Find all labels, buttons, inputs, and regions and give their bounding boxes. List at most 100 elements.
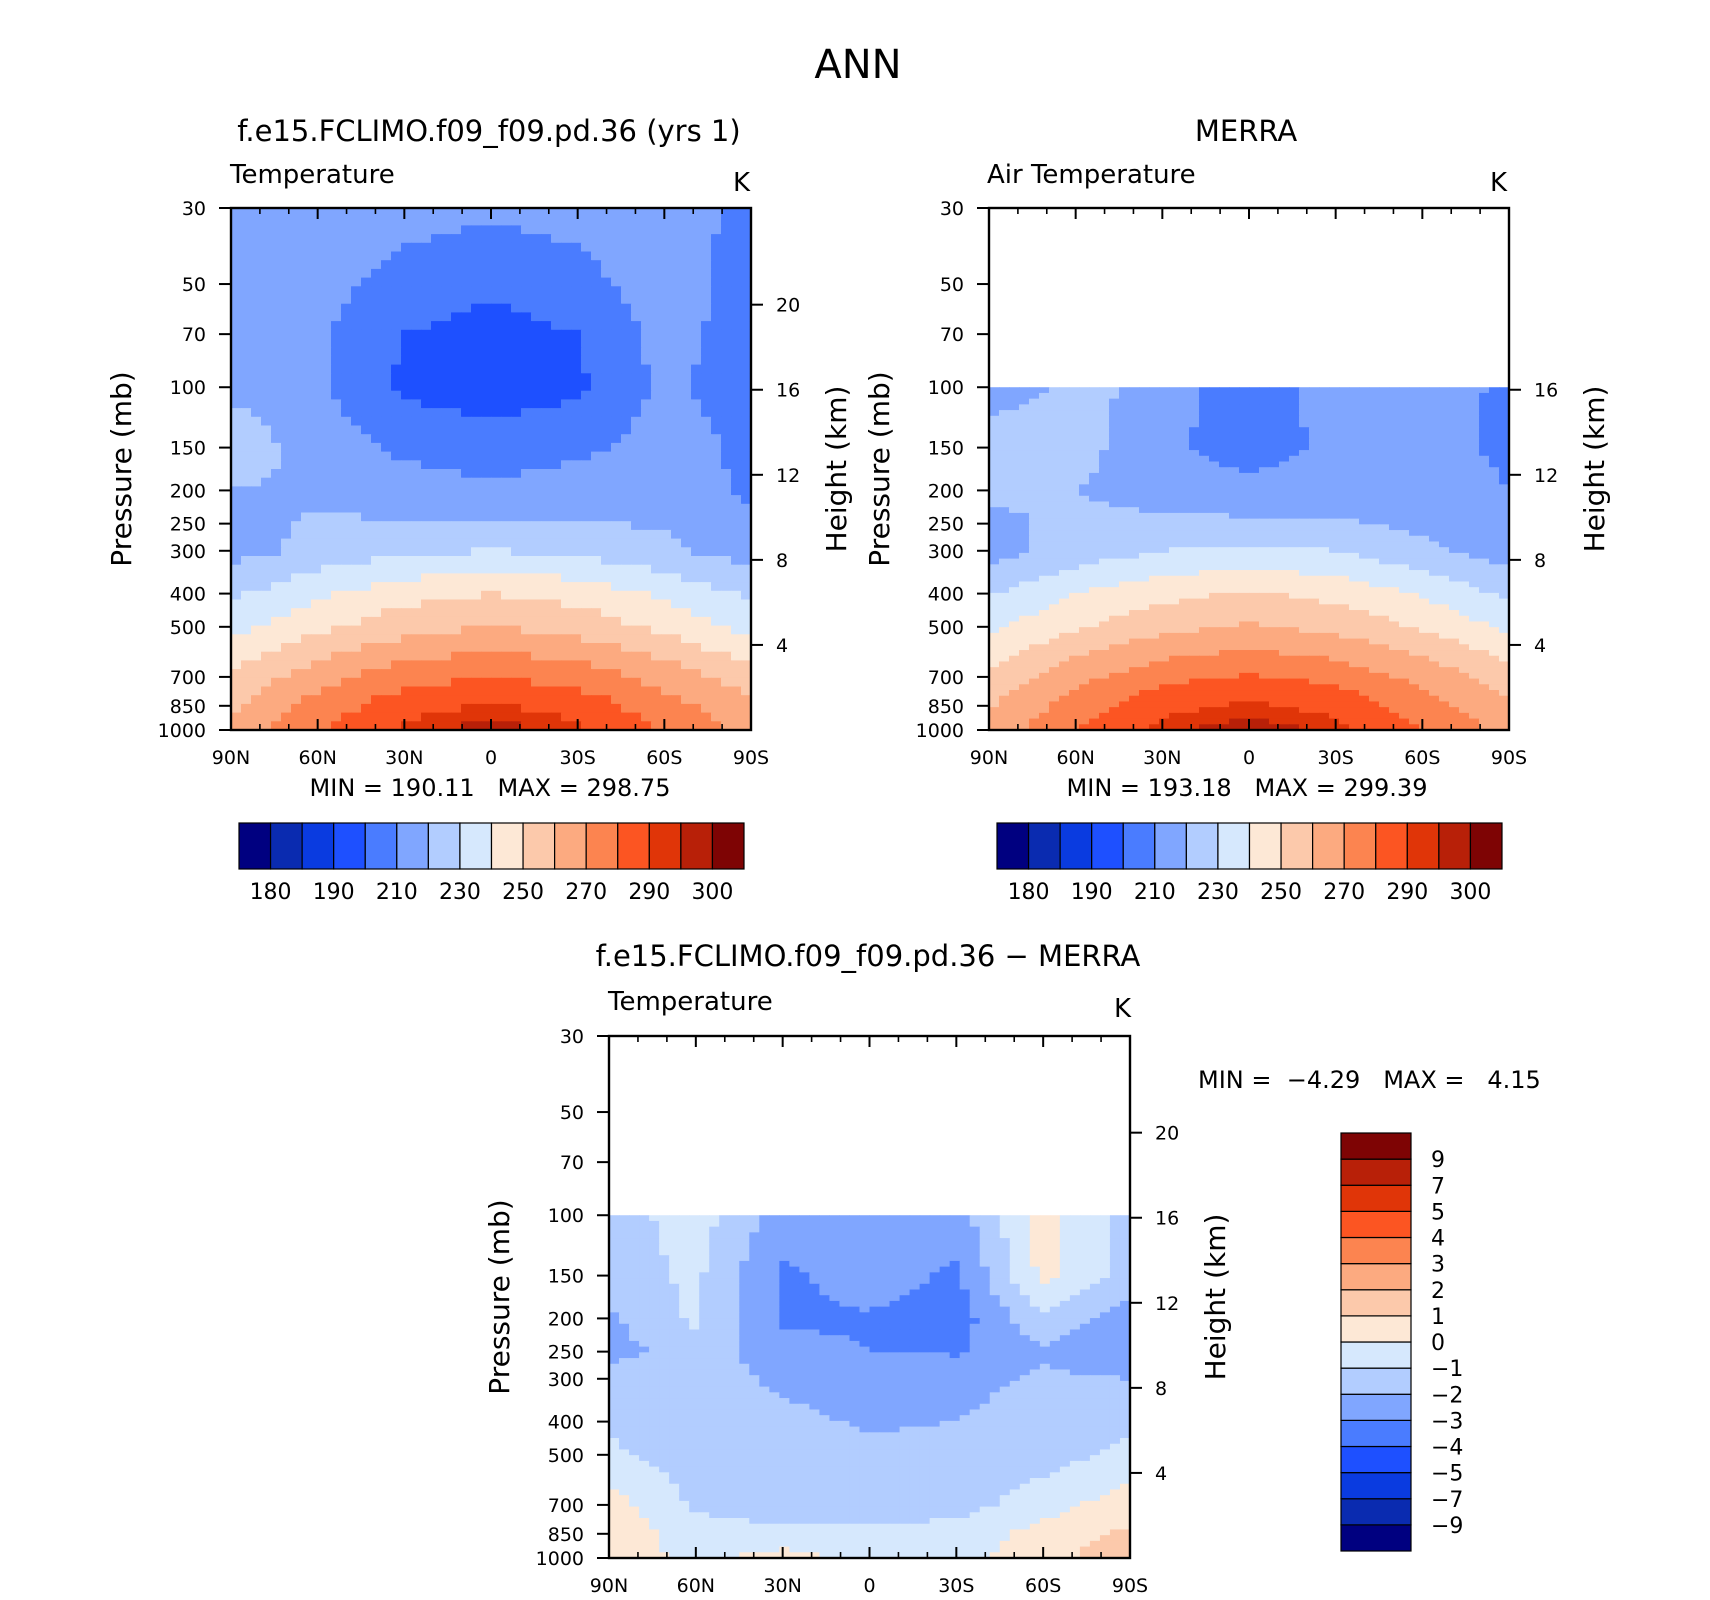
heatmap-cell	[251, 329, 262, 340]
heatmap-cell	[441, 347, 452, 357]
heatmap-cell	[561, 634, 572, 644]
heatmap-cell	[581, 242, 592, 253]
heatmap-cell	[1219, 530, 1230, 537]
heatmap-cell	[1079, 467, 1090, 474]
heatmap-cell	[431, 582, 442, 592]
heatmap-cell	[501, 495, 512, 505]
heatmap-cell	[1199, 512, 1210, 520]
heatmap-cell	[481, 442, 492, 453]
heatmap-cell	[381, 390, 392, 400]
heatmap-cell	[371, 564, 382, 574]
heatmap-cell	[331, 295, 342, 305]
heatmap-cell	[681, 329, 692, 340]
heatmap-cell	[341, 703, 352, 714]
heatmap-cell	[1409, 547, 1420, 554]
heatmap-cell	[1039, 461, 1050, 468]
heatmap-cell	[431, 616, 442, 627]
heatmap-cell	[601, 347, 612, 357]
heatmap-cell	[311, 582, 322, 592]
heatmap-cell	[1339, 535, 1350, 543]
heatmap-cell	[261, 625, 272, 635]
heatmap-cell	[511, 321, 522, 331]
heatmap-cell	[291, 364, 302, 374]
heatmap-cell	[1199, 570, 1210, 577]
heatmap-cell	[231, 382, 242, 392]
panel-merra: MERRA Air Temperature K 90N 60N 30N 0 30S 60S…	[863, 114, 1611, 905]
heatmap-cell	[731, 338, 742, 348]
heatmap-cell	[1029, 387, 1040, 394]
heatmap-cell	[1469, 501, 1480, 508]
heatmap-cell	[241, 460, 252, 470]
heatmap-cell	[1419, 415, 1430, 423]
heatmap-cell	[1219, 524, 1230, 531]
heatmap-cell	[471, 634, 482, 644]
heatmap-cell	[741, 521, 752, 531]
heatmap-cell	[361, 321, 372, 331]
heatmap-cell	[381, 268, 392, 279]
heatmap-cell	[461, 669, 472, 679]
heatmap-cell	[1249, 392, 1260, 400]
heatmap-cell	[1219, 467, 1230, 474]
heatmap-cell	[1189, 421, 1200, 428]
heatmap-cell	[521, 686, 532, 696]
heatmap-cell	[361, 477, 372, 487]
heatmap-cell	[371, 721, 382, 731]
heatmap-cell	[1089, 518, 1100, 525]
heatmap-cell	[631, 686, 642, 696]
heatmap-cell	[481, 703, 492, 714]
heatmap-cell	[631, 460, 642, 470]
heatmap-cell	[391, 712, 402, 722]
heatmap-cell	[1169, 467, 1180, 474]
heatmap-cell	[601, 286, 612, 296]
heatmap-cell	[431, 251, 442, 261]
heatmap-cell	[421, 208, 432, 218]
heatmap-cell	[431, 355, 442, 366]
heatmap-cell	[501, 364, 512, 374]
heatmap-cell	[1419, 558, 1430, 565]
heatmap-cell	[1269, 444, 1280, 451]
heatmap-cell	[731, 251, 742, 261]
heatmap-cell	[1099, 427, 1110, 434]
heatmap-cell	[371, 573, 382, 583]
y-right-tick-label: 16	[776, 380, 800, 402]
heatmap-cell	[651, 651, 662, 661]
heatmap-cell	[581, 208, 592, 218]
heatmap-cell	[1139, 530, 1150, 537]
heatmap-cell	[611, 408, 622, 418]
heatmap-cell	[521, 242, 532, 253]
heatmap-cell	[701, 434, 712, 444]
heatmap-cell	[551, 556, 562, 566]
heatmap-cell	[241, 582, 252, 592]
heatmap-cell	[591, 312, 602, 322]
heatmap-cell	[1129, 484, 1140, 491]
heatmap-cell	[531, 355, 542, 366]
heatmap-cell	[461, 547, 472, 557]
heatmap-cell	[621, 251, 632, 261]
heatmap-cell	[1369, 415, 1380, 423]
heatmap-cell	[711, 573, 722, 583]
heatmap-cell	[1319, 410, 1330, 417]
heatmap-cell	[521, 451, 532, 461]
heatmap-cell	[351, 712, 362, 722]
heatmap-cell	[1019, 484, 1030, 491]
heatmap-cell	[281, 712, 292, 722]
heatmap-cell	[1059, 484, 1070, 491]
heatmap-cell	[391, 721, 402, 731]
heatmap-cell	[471, 686, 482, 696]
heatmap-cell	[311, 260, 322, 270]
heatmap-cell	[1199, 484, 1210, 491]
heatmap-cell	[601, 260, 612, 270]
heatmap-cell	[711, 695, 722, 705]
heatmap-cell	[1069, 570, 1080, 577]
heatmap-cell	[461, 599, 472, 609]
heatmap-cell	[551, 521, 562, 531]
heatmap-cell	[661, 303, 672, 313]
heatmap-cell	[701, 651, 712, 661]
heatmap-cell	[491, 590, 502, 601]
heatmap-cell	[741, 608, 752, 618]
heatmap-cell	[1199, 450, 1210, 457]
heatmap-cell	[1379, 455, 1390, 463]
plot-model: 90N 60N 30N 0 30S 60S 90S305070100150200250300…	[105, 198, 853, 769]
heatmap-cell	[351, 355, 362, 366]
heatmap-cell	[581, 390, 592, 400]
